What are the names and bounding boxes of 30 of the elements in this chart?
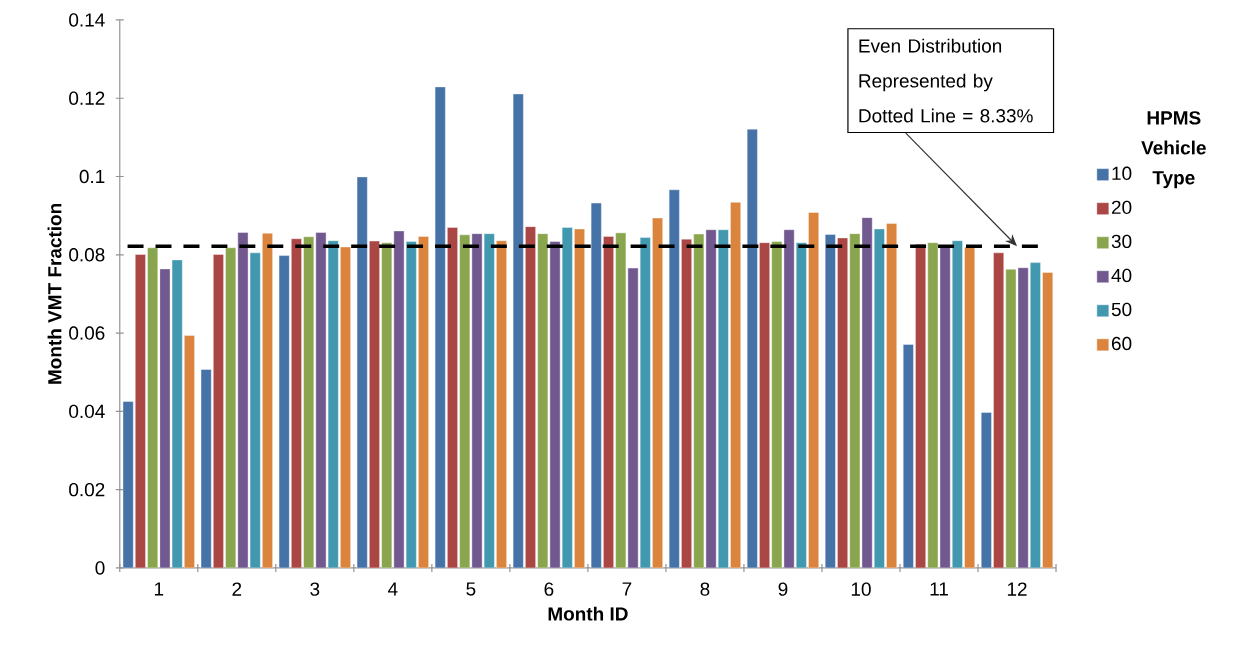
legend-label: 10 [1112, 166, 1132, 181]
annotation: Even Distribution Represented by Dotted Line = 8.33% [859, 38, 1033, 123]
x-tick-label: 6 [544, 582, 554, 596]
y-tick-label: 0.12 [69, 91, 105, 106]
x-tick-label: 2 [232, 582, 242, 596]
legend-label: 20 [1111, 200, 1132, 215]
y-tick-label: 0 [95, 561, 105, 575]
x-tick-label: 5 [466, 582, 476, 596]
y-tick-label: 0.06 [69, 326, 105, 340]
y-tick-label: 0.04 [69, 404, 105, 419]
y-tick-label: 0.08 [69, 248, 105, 262]
x-tick-label: 7 [622, 582, 632, 596]
x-tick-label: 4 [388, 582, 398, 596]
legend-label: 40 [1111, 268, 1132, 283]
x-tick-label: 9 [778, 582, 788, 596]
y-tick-label: 0.14 [69, 13, 105, 27]
y-axis-title: Month VMT Fraction [47, 204, 62, 384]
x-axis-title: Month ID [548, 606, 628, 621]
x-tick-label: 10 [851, 582, 871, 596]
x-tick-label: 11 [930, 582, 948, 596]
y-tick-label: 0.1 [79, 169, 105, 184]
legend-label: 30 [1111, 234, 1132, 249]
x-tick-label: 12 [1007, 582, 1027, 596]
x-tick-label: 1 [154, 582, 164, 596]
x-tick-label: 3 [310, 582, 320, 596]
y-tick-label: 0.02 [69, 483, 105, 497]
legend-label: 50 [1111, 302, 1132, 317]
x-tick-label: 8 [700, 582, 710, 596]
legend-title: HPMS Vehicle Type [1141, 111, 1206, 189]
legend-label: 60 [1111, 336, 1132, 351]
